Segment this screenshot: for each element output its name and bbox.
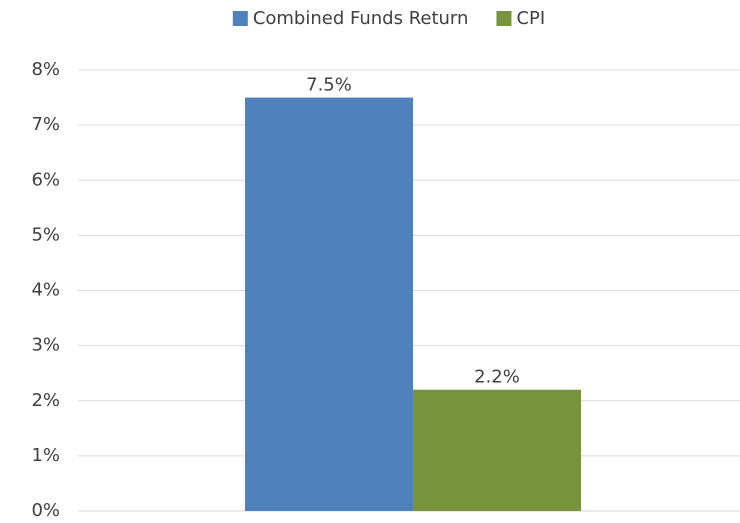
y-tick-label: 5% bbox=[31, 224, 60, 245]
bar bbox=[413, 389, 581, 511]
legend-swatch bbox=[232, 11, 248, 26]
legend-swatch bbox=[496, 11, 512, 26]
y-tick-label: 1% bbox=[31, 445, 60, 466]
data-label: 7.5% bbox=[306, 75, 352, 96]
y-tick-label: 8% bbox=[31, 59, 60, 80]
y-tick-label: 7% bbox=[31, 114, 60, 135]
y-tick-label: 3% bbox=[31, 335, 60, 356]
legend-label: CPI bbox=[516, 8, 545, 29]
data-label: 2.2% bbox=[474, 367, 520, 388]
y-tick-label: 6% bbox=[31, 169, 60, 190]
bar bbox=[245, 97, 413, 511]
y-tick-label: 4% bbox=[31, 280, 60, 301]
y-tick-label: 0% bbox=[31, 500, 60, 521]
y-tick-label: 2% bbox=[31, 390, 60, 411]
legend-label: Combined Funds Return bbox=[253, 8, 469, 29]
